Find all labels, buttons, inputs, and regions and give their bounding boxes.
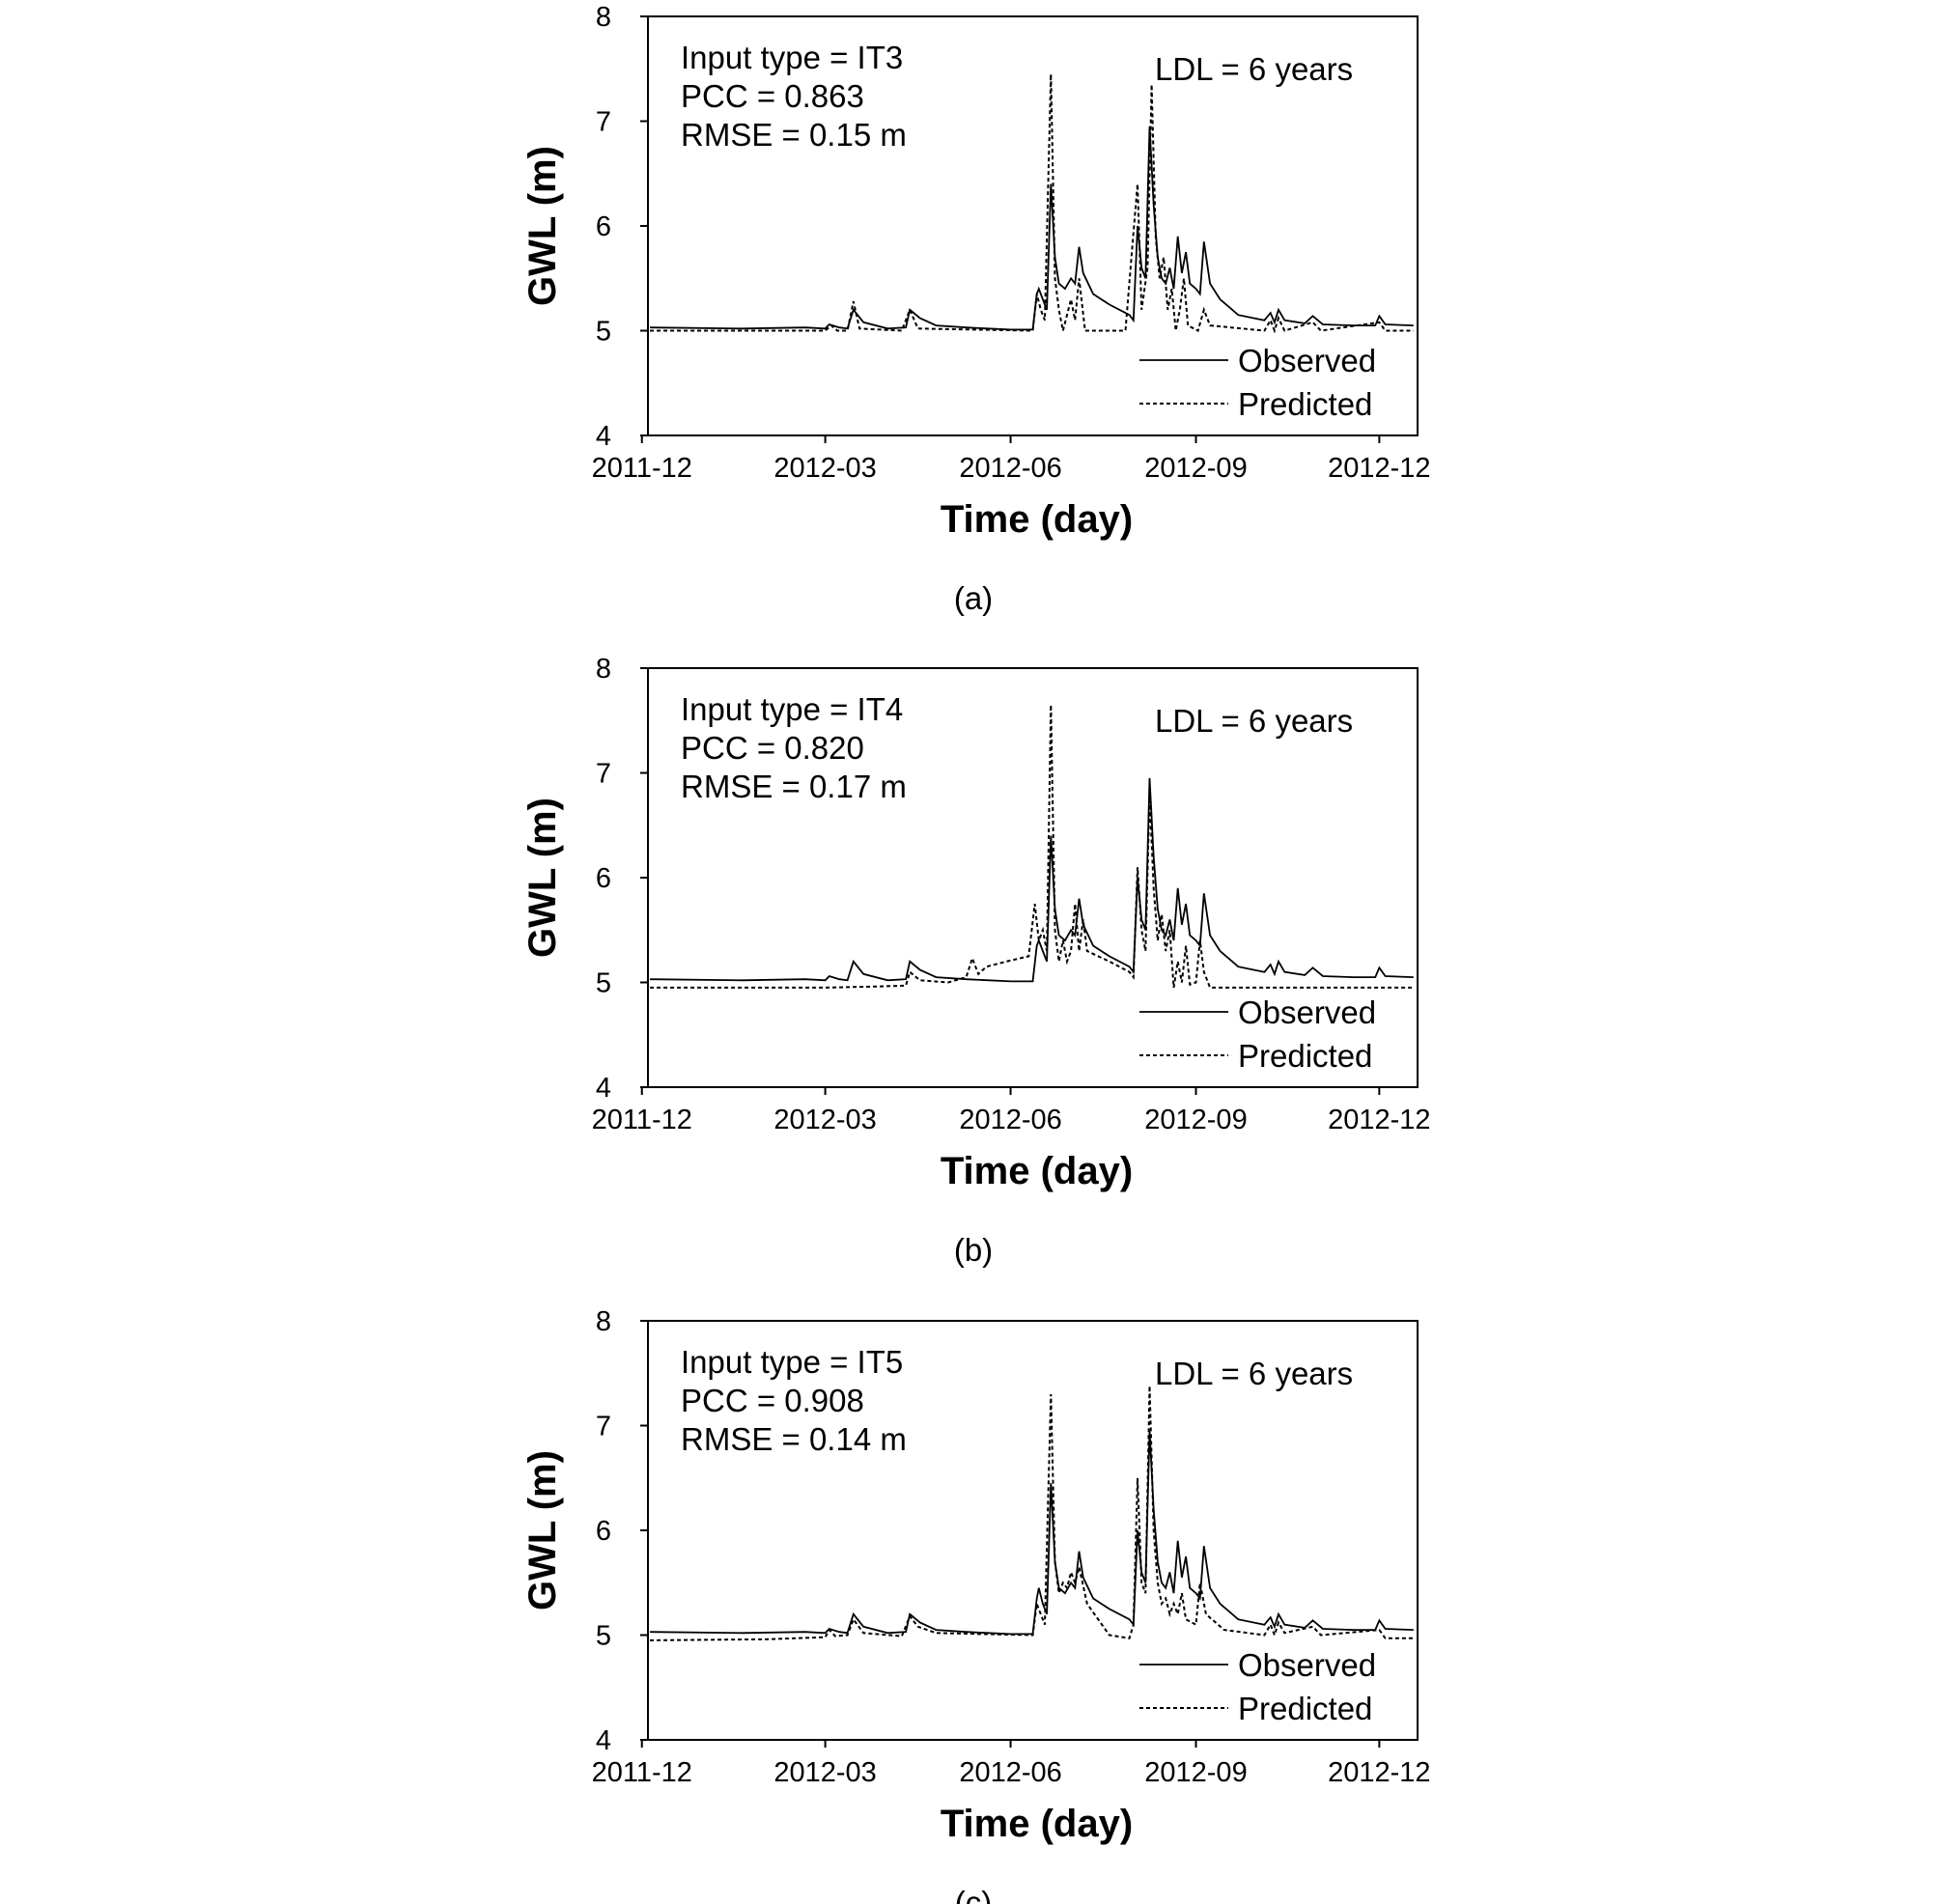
y-tick-label: 5 [596, 317, 611, 348]
annotation-rmse: RMSE = 0.17 m [681, 769, 907, 804]
x-tick-label: 2012-06 [959, 1757, 1061, 1788]
y-tick-label: 5 [596, 1621, 611, 1652]
y-tick-label: 4 [596, 421, 611, 452]
panel-label: (c) [955, 1885, 992, 1904]
series-line-predicted [650, 73, 1414, 334]
series-line-observed [650, 126, 1414, 331]
chart-panel-1: 4 5 6 7 8 2011-12 2012-03 2012-06 2012-09 2012-12… [521, 2, 1431, 616]
panel-label: (a) [954, 580, 993, 616]
annotation-pcc: PCC = 0.863 [681, 78, 864, 114]
x-tick-label: 2012-09 [1144, 1757, 1247, 1788]
legend-label-predicted: Predicted [1238, 386, 1372, 422]
y-tick-label: 4 [596, 1725, 611, 1756]
x-tick-label: 2012-09 [1144, 1105, 1247, 1135]
x-tick-label: 2012-06 [959, 453, 1061, 484]
annotation-input-type: Input type = IT3 [681, 40, 903, 75]
x-tick-label: 2012-12 [1328, 1105, 1430, 1135]
x-tick-label: 2011-12 [592, 1757, 692, 1788]
x-tick-label: 2011-12 [592, 1105, 692, 1135]
annotation-ldl: LDL = 6 years [1155, 1356, 1353, 1391]
y-tick-label: 5 [596, 968, 611, 999]
annotation-pcc: PCC = 0.820 [681, 730, 864, 766]
series-line-observed [650, 1430, 1414, 1636]
legend-label-predicted: Predicted [1238, 1691, 1372, 1726]
x-tick-label: 2012-12 [1328, 1757, 1430, 1788]
annotation-input-type: Input type = IT5 [681, 1344, 903, 1380]
y-tick-label: 7 [596, 759, 611, 790]
annotation-rmse: RMSE = 0.14 m [681, 1421, 907, 1457]
series-line-observed [650, 777, 1414, 983]
legend-label-predicted: Predicted [1238, 1038, 1372, 1074]
annotation-input-type: Input type = IT4 [681, 691, 903, 727]
legend-label-observed: Observed [1238, 1647, 1376, 1683]
x-axis-title: Time (day) [941, 1803, 1133, 1845]
y-axis-title: GWL (m) [521, 798, 564, 958]
annotation-pcc: PCC = 0.908 [681, 1383, 864, 1418]
panel-label: (b) [954, 1232, 993, 1268]
y-axis-title: GWL (m) [521, 1450, 564, 1610]
x-tick-label: 2012-03 [773, 453, 876, 484]
chart-panel-2: 4 5 6 7 8 2011-12 2012-03 2012-06 2012-09 2012-12… [521, 654, 1431, 1268]
y-tick-label: 8 [596, 2, 611, 33]
y-tick-label: 4 [596, 1073, 611, 1104]
x-tick-label: 2012-06 [959, 1105, 1061, 1135]
series-line-predicted [650, 704, 1414, 989]
y-axis-title: GWL (m) [521, 146, 564, 306]
x-axis-title: Time (day) [941, 1150, 1133, 1192]
x-tick-label: 2011-12 [592, 453, 692, 484]
series-line-predicted [650, 1386, 1414, 1641]
chart-panel-3: 4 5 6 7 8 2011-12 2012-03 2012-06 2012-09 2012-12… [521, 1306, 1431, 1904]
x-axis-title: Time (day) [941, 498, 1133, 541]
annotation-rmse: RMSE = 0.15 m [681, 117, 907, 153]
y-tick-label: 8 [596, 1306, 611, 1337]
annotation-ldl: LDL = 6 years [1155, 703, 1353, 739]
x-tick-label: 2012-03 [773, 1757, 876, 1788]
y-tick-label: 6 [596, 863, 611, 894]
y-tick-label: 6 [596, 211, 611, 242]
y-tick-label: 6 [596, 1516, 611, 1547]
y-tick-label: 7 [596, 1412, 611, 1442]
legend-label-observed: Observed [1238, 994, 1376, 1030]
y-tick-label: 7 [596, 107, 611, 138]
legend-label-observed: Observed [1238, 343, 1376, 378]
x-tick-label: 2012-03 [773, 1105, 876, 1135]
x-tick-label: 2012-09 [1144, 453, 1247, 484]
x-tick-label: 2012-12 [1328, 453, 1430, 484]
y-tick-label: 8 [596, 654, 611, 685]
annotation-ldl: LDL = 6 years [1155, 51, 1353, 87]
